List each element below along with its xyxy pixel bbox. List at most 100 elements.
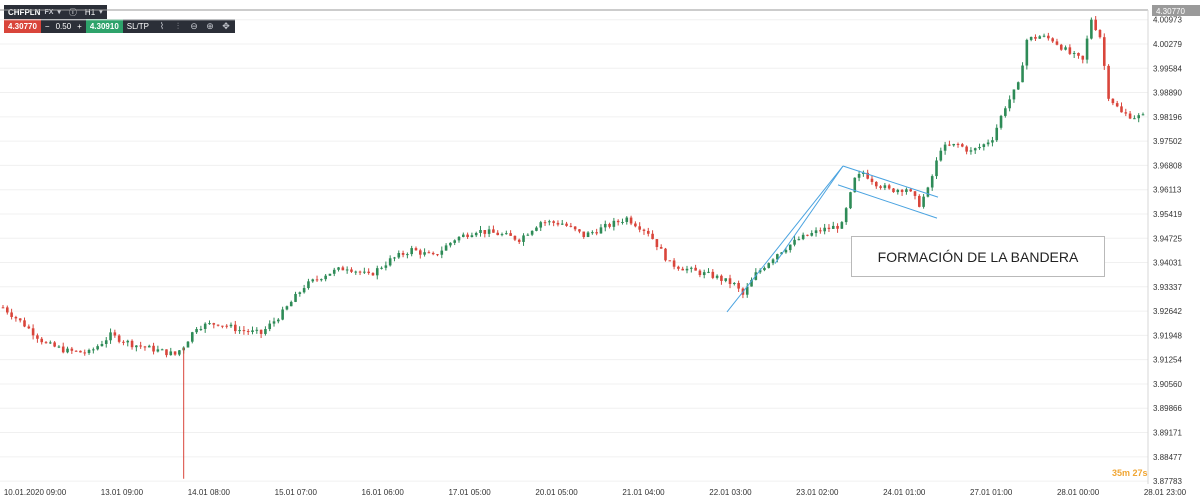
candle — [586, 231, 590, 238]
candle — [767, 262, 771, 269]
chart-type-icon[interactable]: ⌇ — [159, 20, 165, 31]
annotation-box[interactable]: FORMACIÓN DE LA BANDERA — [851, 236, 1105, 277]
candle — [216, 324, 220, 327]
candle — [341, 265, 345, 271]
candle — [522, 233, 525, 246]
candle — [1004, 106, 1007, 118]
candle — [487, 225, 491, 238]
candle — [70, 346, 74, 354]
candle — [1077, 52, 1080, 59]
candle — [100, 340, 104, 347]
current-price-tag-bg — [1152, 5, 1200, 16]
candle — [1098, 29, 1102, 39]
candle — [6, 305, 9, 315]
sell-button[interactable]: 4.30770 — [4, 19, 41, 33]
zoom-in-icon[interactable]: ⊕ — [206, 20, 214, 31]
candle — [965, 145, 968, 155]
symbol-selector[interactable]: CHFPLN FX ▾ — [4, 5, 65, 19]
candle — [599, 224, 603, 234]
candle — [849, 191, 852, 210]
candle — [1016, 81, 1020, 91]
candle — [810, 230, 814, 237]
candle — [672, 258, 676, 270]
candle — [1115, 100, 1119, 108]
crosshair-move-icon[interactable]: ✥ — [222, 20, 230, 31]
candle — [724, 278, 728, 283]
candle — [905, 187, 908, 195]
candle — [543, 220, 547, 226]
candle — [973, 147, 977, 154]
candle — [367, 268, 370, 275]
candle — [135, 345, 138, 352]
candle — [104, 337, 108, 348]
candle — [702, 269, 706, 279]
chart-toolbar: CHFPLN FX ▾ ⓘ H1 ▾ 4.30770 − 0.50 + 4.30… — [0, 0, 1200, 34]
candle — [926, 186, 930, 198]
candle — [961, 142, 964, 148]
trade-row: 4.30770 − 0.50 + 4.30910 SL/TP ⌇ ⫶ ⊖ ⊕ ✥ — [4, 19, 235, 33]
increase-volume-button[interactable]: + — [77, 21, 82, 31]
candle — [819, 227, 822, 234]
candle — [535, 226, 538, 232]
candle — [281, 306, 284, 321]
candle — [608, 222, 611, 229]
instrument-row: CHFPLN FX ▾ ⓘ H1 ▾ — [4, 5, 107, 19]
time-tick-label: 27.01 01:00 — [970, 488, 1013, 497]
price-tick-label: 3.88477 — [1153, 453, 1182, 462]
candle — [225, 324, 228, 329]
candle — [711, 269, 715, 280]
candle — [311, 278, 315, 283]
candle — [1059, 43, 1063, 51]
time-tick-label: 17.01 05:00 — [448, 488, 491, 497]
candle — [479, 225, 482, 237]
candle — [1034, 34, 1037, 42]
candle — [453, 239, 456, 246]
candle — [1085, 35, 1089, 64]
candle — [470, 232, 474, 238]
candle — [363, 267, 366, 275]
candle — [677, 265, 680, 271]
pole-lower-line — [726, 165, 844, 313]
candle — [505, 230, 508, 235]
sltp-button[interactable]: SL/TP — [122, 19, 153, 33]
candle — [823, 223, 826, 235]
candle — [410, 245, 413, 257]
candle — [560, 220, 564, 226]
candle — [221, 325, 224, 329]
time-tick-label: 23.01 02:00 — [796, 488, 839, 497]
candle — [332, 267, 336, 277]
candle — [40, 337, 44, 345]
candle — [745, 283, 749, 298]
candle — [328, 273, 332, 276]
candle — [887, 183, 891, 190]
timeframe-selector[interactable]: H1 ▾ — [80, 5, 107, 19]
candle — [152, 342, 155, 355]
decrease-volume-button[interactable]: − — [44, 21, 50, 31]
candle — [492, 225, 495, 233]
volume-value[interactable]: 0.50 — [55, 21, 72, 31]
candle — [268, 320, 272, 332]
chart-tools: ⌇ ⫶ ⊖ ⊕ ✥ — [153, 19, 235, 33]
indicators-icon[interactable]: ⫶ — [176, 20, 180, 31]
candle — [879, 184, 882, 190]
candle — [27, 324, 31, 330]
candle — [130, 339, 134, 350]
candle — [358, 270, 362, 276]
candle — [1090, 17, 1093, 40]
candle — [1025, 38, 1029, 70]
candle — [763, 266, 766, 272]
zoom-out-icon[interactable]: ⊖ — [190, 20, 198, 31]
candle — [552, 220, 555, 227]
info-button[interactable]: ⓘ — [64, 5, 81, 19]
candle — [1128, 110, 1132, 120]
candle — [272, 317, 276, 327]
buy-button[interactable]: 4.30910 — [85, 19, 123, 33]
price-tick-label: 3.91948 — [1153, 331, 1182, 340]
candle — [229, 322, 233, 329]
candle — [96, 344, 99, 351]
candle — [939, 147, 943, 162]
candle — [242, 326, 246, 335]
candle — [788, 244, 792, 253]
time-tick-label: 14.01 08:00 — [188, 488, 231, 497]
market-label: FX — [44, 8, 54, 16]
